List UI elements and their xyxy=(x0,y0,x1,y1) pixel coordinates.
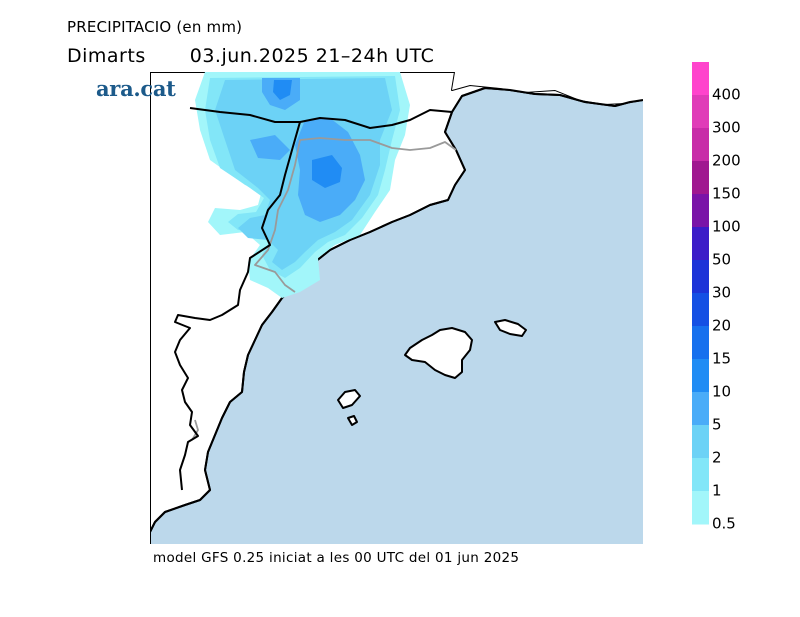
legend-label: 100 xyxy=(712,218,741,236)
legend-label: 150 xyxy=(712,185,741,203)
border-catalonia-aragon xyxy=(254,139,301,293)
legend-swatch xyxy=(692,392,709,426)
precip-zone-10mm xyxy=(273,80,342,188)
legend-swatch xyxy=(692,458,709,492)
borders xyxy=(191,137,457,441)
legend-swatch xyxy=(692,425,709,459)
legend-swatch xyxy=(692,161,709,195)
mallorca xyxy=(404,327,473,379)
coastline xyxy=(150,87,643,533)
ibiza xyxy=(337,389,361,409)
balearic-islands xyxy=(337,319,527,426)
legend-swatch xyxy=(692,359,709,393)
legend-label: 200 xyxy=(712,152,741,170)
forecast-period: 03.jun.2025 21–24h UTC xyxy=(189,45,435,67)
legend-swatch xyxy=(692,194,709,228)
formentera xyxy=(347,415,358,426)
map-title: PRECIPITACIO (en mm) xyxy=(67,18,243,36)
legend-label: 20 xyxy=(712,317,731,335)
border-inland-west xyxy=(174,121,301,491)
legend-swatch xyxy=(692,260,709,294)
legend-swatch xyxy=(692,293,709,327)
legend-colorbar xyxy=(692,62,709,525)
legend-swatch xyxy=(692,95,709,129)
forecast-day: Dimarts xyxy=(67,45,146,67)
legend-labels: 400 300 200 150 100 50 30 20 15 10 5 2 1 0.5 xyxy=(712,86,741,533)
menorca xyxy=(494,319,527,337)
legend-swatch xyxy=(692,128,709,162)
forecast-date: Dimarts 03.jun.2025 21–24h UTC xyxy=(67,45,434,67)
legend-swatch xyxy=(692,227,709,261)
legend-label: 1 xyxy=(712,482,722,500)
border-valencia xyxy=(191,419,199,441)
legend-label: 400 xyxy=(712,86,741,104)
legend-label: 300 xyxy=(712,119,741,137)
legend-label: 5 xyxy=(712,416,722,434)
legend-swatch xyxy=(692,62,709,96)
border-spain-france xyxy=(189,107,453,129)
precip-zone-5mm xyxy=(250,78,365,222)
model-info: model GFS 0.25 iniciat a les 00 UTC del … xyxy=(153,550,520,566)
legend-swatch xyxy=(692,491,709,525)
legend-label: 50 xyxy=(712,251,731,269)
legend-label: 15 xyxy=(712,350,731,368)
france-coast-strip xyxy=(452,72,643,104)
legend-label: 2 xyxy=(712,449,722,467)
legend-label: 30 xyxy=(712,284,731,302)
legend-swatch xyxy=(692,326,709,360)
legend-label: 10 xyxy=(712,383,731,401)
ara-cat-logo: ara.cat xyxy=(96,76,176,101)
border-andorra-france xyxy=(299,137,457,151)
legend-label: 0.5 xyxy=(712,515,736,533)
precip-field xyxy=(195,72,410,298)
